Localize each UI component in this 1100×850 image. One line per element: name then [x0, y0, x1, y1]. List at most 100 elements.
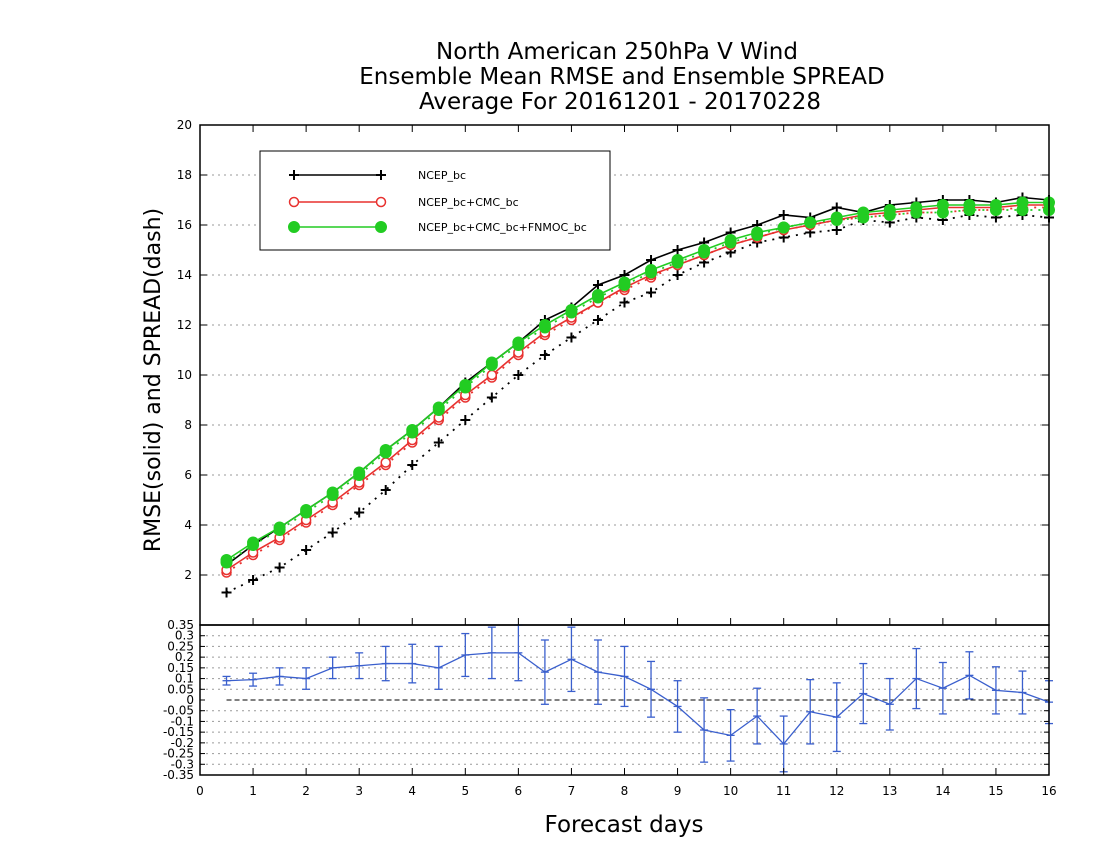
rmse-point	[804, 216, 817, 229]
upper-y-tick-label: 8	[184, 418, 192, 432]
spread-point	[248, 575, 259, 585]
x-tick-label: 11	[776, 784, 791, 798]
spread-point	[672, 270, 683, 280]
lower-y-tick-label: -0.2	[171, 736, 194, 750]
chart-title-line-2: Ensemble Mean RMSE and Ensemble SPREAD	[359, 64, 884, 90]
spread-point	[831, 225, 842, 235]
upper-y-ticks: 2 4 6 8 10 12 14 16 18 20	[177, 118, 1049, 582]
lower-y-tick-label: 0.15	[167, 661, 194, 675]
spread-line-0	[226, 214, 1050, 594]
rmse-point	[591, 289, 604, 301]
lower-y-tick-label: -0.35	[163, 768, 194, 782]
upper-series-layer	[220, 192, 1055, 598]
rmse-point	[671, 254, 684, 266]
legend-marker	[375, 221, 387, 233]
rmse-point	[698, 244, 711, 256]
rmse-point	[459, 379, 472, 391]
lower-series-layer	[222, 624, 1053, 773]
lower-y-tick-label: -0.15	[163, 725, 194, 739]
spread-point	[619, 297, 630, 308]
rmse-point	[565, 304, 578, 316]
spread-point	[646, 287, 657, 298]
spread-line-1	[226, 206, 1049, 574]
x-tick-label: 7	[568, 784, 576, 798]
spread-point	[513, 370, 524, 380]
rmse-point	[220, 554, 233, 566]
x-tick-label: 9	[674, 784, 682, 798]
spread-point	[327, 527, 338, 538]
rmse-point	[485, 356, 498, 369]
lower-y-tick-label: -0.25	[163, 747, 194, 761]
rmse-point	[778, 210, 789, 220]
spread-line-2	[226, 209, 1049, 564]
rmse-point	[406, 424, 419, 436]
rmse-point	[512, 336, 525, 349]
upper-y-tick-label: 2	[184, 568, 192, 582]
legend-entry: NCEP_bc+CMC_bc	[288, 196, 519, 209]
rmse-point	[300, 504, 313, 516]
legend-label: NCEP_bc	[418, 169, 466, 182]
spread-point	[274, 562, 285, 573]
rmse-point	[1016, 196, 1029, 209]
rmse-point	[751, 226, 764, 239]
legend-marker	[289, 170, 299, 180]
rmse-point	[724, 234, 737, 246]
spread-point	[460, 415, 471, 425]
rmse-point	[672, 245, 683, 255]
rmse-line-0	[226, 196, 1050, 566]
x-tick-label: 14	[935, 784, 950, 798]
lower-y-tick-label: 0.1	[175, 672, 194, 686]
x-tick-label: 5	[461, 784, 469, 798]
lower-y-tick-label: 0.35	[167, 618, 194, 632]
rmse-point	[646, 255, 657, 265]
spread-point	[301, 545, 312, 555]
upper-y-tick-label: 10	[177, 368, 192, 382]
legend-marker	[288, 196, 300, 208]
legend-entry: NCEP_bc	[289, 169, 466, 182]
spread-point	[592, 315, 603, 325]
spread-point	[539, 350, 550, 360]
rmse-line-2	[226, 201, 1049, 561]
rmse-point	[353, 466, 366, 479]
rmse-point	[247, 536, 260, 549]
spread-point	[486, 392, 497, 403]
x-tick-label: 10	[723, 784, 738, 798]
legend-label: NCEP_bc+CMC_bc+FNMOC_bc	[418, 221, 587, 234]
lower-y-tick-label: 0.25	[167, 639, 194, 653]
lower-y-tick-label: 0	[186, 693, 194, 707]
x-tick-label: 6	[515, 784, 523, 798]
lower-y-tick-label: -0.05	[163, 704, 194, 718]
lower-y-tick-label: 0.3	[175, 629, 194, 643]
x-ticks: 0 1 2 3 4 5 6 7 8 9 10 11 12 13 14 15 16	[196, 125, 1057, 798]
y-axis-label: RMSE(solid) and SPREAD(dash)	[141, 208, 166, 552]
difference-line	[226, 652, 1050, 745]
rmse-point	[830, 211, 843, 224]
x-tick-label: 0	[196, 784, 204, 798]
x-tick-label: 13	[882, 784, 897, 798]
upper-y-tick-label: 12	[177, 318, 192, 332]
rmse-point	[936, 199, 949, 211]
legend-box	[259, 150, 611, 251]
x-tick-label: 15	[988, 784, 1003, 798]
lower-y-ticks: -0.35-0.3-0.25-0.2-0.15-0.1-0.0500.050.1…	[163, 618, 1049, 782]
rmse-point	[432, 401, 445, 414]
upper-y-tick-label: 6	[184, 468, 192, 482]
legend-marker	[375, 196, 387, 208]
spread-point	[380, 485, 391, 495]
x-tick-label: 1	[249, 784, 257, 798]
upper-y-tick-label: 16	[177, 218, 192, 232]
lower-y-tick-label: -0.1	[171, 714, 194, 728]
spread-point	[407, 460, 418, 470]
chart-title-line-1: North American 250hPa V Wind	[436, 39, 798, 65]
spread-point	[221, 587, 232, 598]
x-tick-label: 16	[1041, 784, 1056, 798]
lower-y-tick-label: 0.2	[175, 650, 194, 664]
legend-label: NCEP_bc+CMC_bc	[418, 196, 519, 209]
chart-title-line-3: Average For 20161201 - 20170228	[419, 89, 821, 115]
x-tick-label: 3	[355, 784, 363, 798]
upper-y-tick-label: 4	[184, 518, 192, 532]
upper-y-tick-label: 14	[177, 268, 192, 282]
lower-gridlines	[200, 635, 1049, 765]
upper-y-tick-label: 18	[177, 168, 192, 182]
